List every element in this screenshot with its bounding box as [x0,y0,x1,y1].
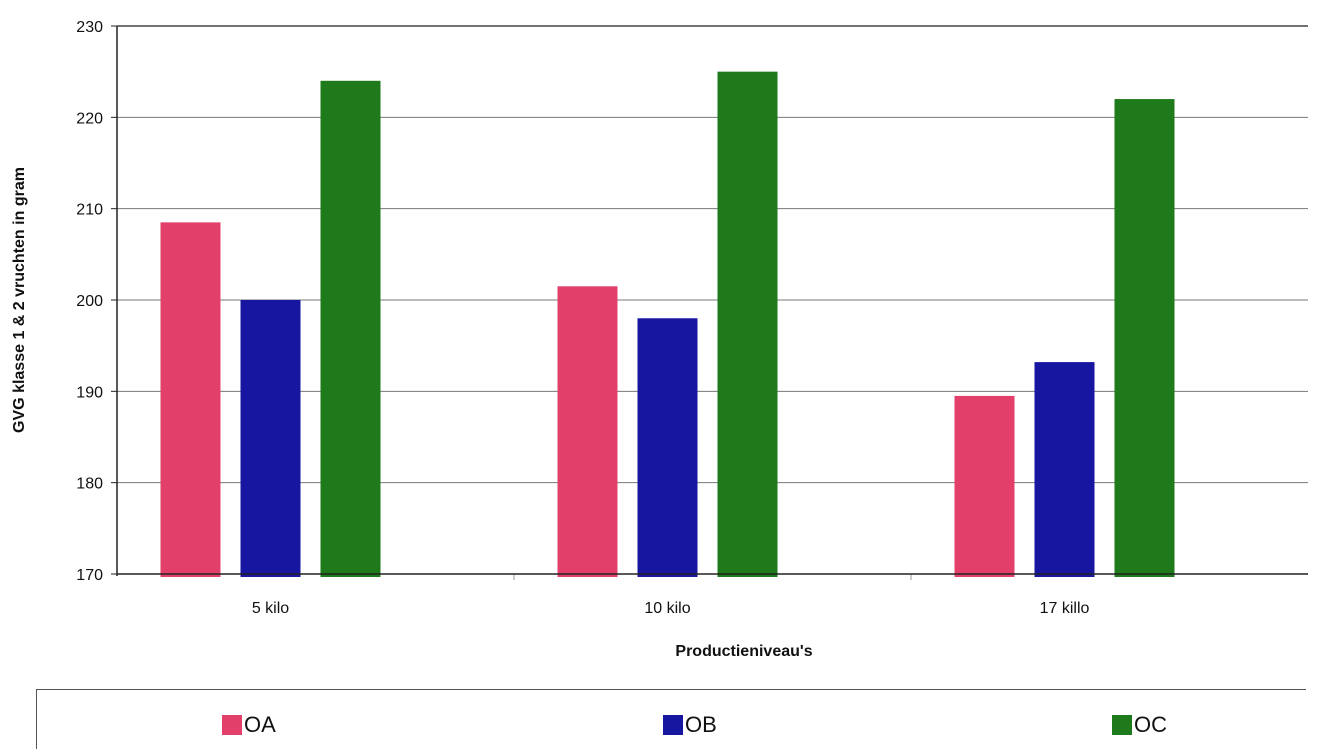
bar-oc-1 [321,81,381,577]
x-tick-label-1: 5 kilo [252,600,289,617]
bar-ob-1 [241,300,301,577]
y-tick-label-220: 220 [76,110,103,127]
legend-label-oa: OA [244,712,276,738]
bar-ob-2 [638,318,698,577]
legend-item-ob: OB [663,712,717,738]
y-tick-label-170: 170 [76,567,103,584]
bars [161,72,1175,577]
y-tick-label-230: 230 [76,19,103,36]
y-tick-label-180: 180 [76,476,103,493]
legend-item-oa: OA [222,712,276,738]
bar-oc-2 [718,72,778,577]
x-tick-label-2: 10 kilo [644,600,690,617]
bar-oa-3 [955,396,1015,577]
y-tick-label-200: 200 [76,293,103,310]
bar-ob-3 [1035,362,1095,577]
y-tick-label-190: 190 [76,384,103,401]
legend-swatch-oc [1112,715,1132,735]
y-tick-label-210: 210 [76,202,103,219]
legend-swatch-oa [222,715,242,735]
legend-label-ob: OB [685,712,717,738]
y-axis-title: GVG klasse 1 & 2 vruchten in gram [11,167,28,433]
legend: OA OB OC [36,689,1306,749]
legend-label-oc: OC [1134,712,1167,738]
legend-swatch-ob [663,715,683,735]
x-tick-label-3: 17 killo [1040,600,1090,617]
x-axis-title: Productieniveau's [675,643,812,660]
bar-oc-3 [1115,99,1175,577]
bar-oa-2 [558,286,618,577]
legend-item-oc: OC [1112,712,1167,738]
bar-oa-1 [161,222,221,577]
